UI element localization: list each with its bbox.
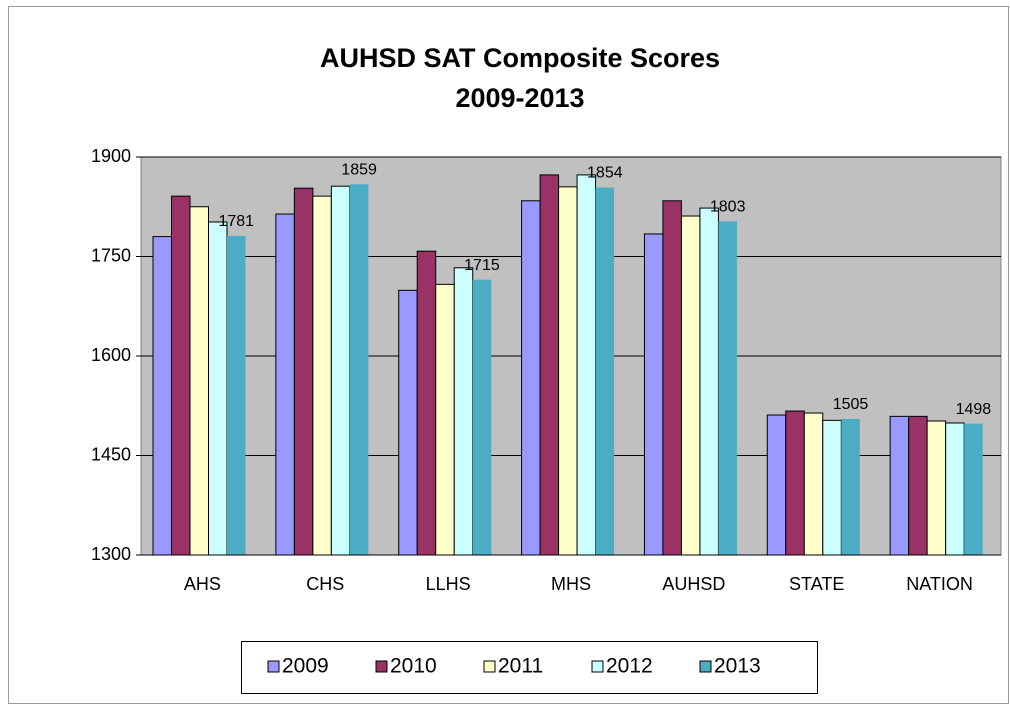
bar [293, 187, 314, 556]
legend-label: 2011 [498, 655, 543, 678]
bar [472, 279, 492, 555]
data-label: 1781 [218, 213, 254, 230]
bar [926, 420, 947, 556]
bar [822, 419, 842, 556]
bar [312, 195, 332, 556]
bar [416, 250, 437, 556]
bar [453, 267, 474, 556]
y-tick-label: 1600 [91, 345, 131, 365]
x-tick-label: STATE [789, 574, 844, 594]
legend-label: 2010 [390, 655, 437, 678]
legend-swatch [267, 660, 280, 673]
data-label: 1854 [587, 165, 623, 182]
legend-label: 2013 [714, 655, 761, 678]
y-tick-label: 1900 [91, 146, 131, 166]
x-tick-label: MHS [551, 574, 591, 594]
bar [208, 221, 228, 556]
x-tick-label: AHS [184, 574, 221, 594]
bar [152, 236, 172, 556]
x-tick-label: AUHSD [662, 574, 725, 594]
bar [699, 207, 719, 556]
chart-title: 2009-2013 [455, 83, 584, 113]
bar [330, 185, 351, 556]
bar [398, 289, 418, 556]
bar [964, 423, 983, 555]
bar [189, 206, 209, 556]
bar [275, 213, 295, 556]
bar [227, 235, 246, 556]
bar [908, 415, 928, 556]
legend-swatch [591, 660, 604, 673]
x-tick-label: LLHS [426, 574, 471, 594]
bar [803, 412, 824, 556]
data-label: 1803 [710, 199, 746, 216]
bar [521, 200, 541, 556]
y-tick-label: 1300 [91, 544, 131, 564]
data-label: 1859 [341, 161, 377, 178]
legend-swatch [699, 660, 712, 673]
data-label: 1498 [956, 401, 992, 418]
bar [171, 195, 191, 556]
bar [643, 233, 664, 556]
bar [889, 415, 910, 556]
data-label: 1505 [833, 396, 869, 413]
legend-swatch [483, 660, 496, 673]
bar [435, 283, 455, 556]
legend-label: 2009 [282, 655, 329, 678]
bar [785, 410, 805, 556]
bar [680, 215, 701, 556]
legend-swatch [375, 660, 388, 673]
bar [539, 174, 560, 556]
data-label: 1715 [464, 257, 500, 274]
x-tick-label: NATION [906, 574, 973, 594]
legend-label: 2012 [606, 655, 653, 678]
x-tick-label: CHS [306, 574, 344, 594]
bar [595, 187, 615, 555]
chart-title: AUHSD SAT Composite Scores [320, 43, 720, 73]
bar [841, 419, 860, 555]
bar [945, 422, 965, 556]
bar [662, 200, 682, 556]
bar [558, 186, 578, 556]
bar [718, 221, 737, 556]
y-tick-label: 1750 [91, 245, 131, 265]
legend-box [241, 641, 818, 694]
y-tick-label: 1450 [91, 444, 131, 464]
bar [766, 414, 787, 556]
bar [576, 174, 597, 556]
bar [349, 184, 369, 556]
